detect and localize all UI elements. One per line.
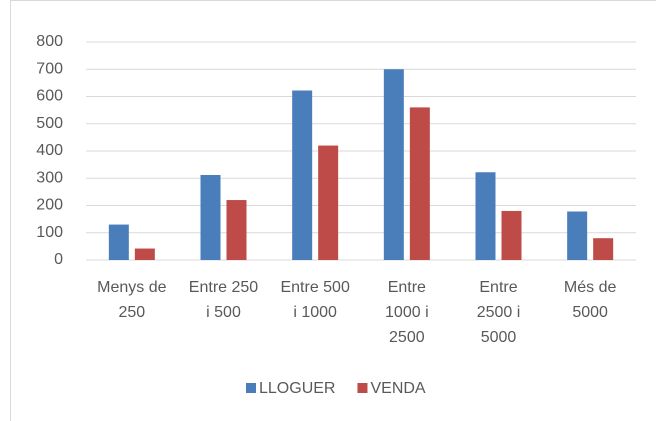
bar — [318, 145, 339, 260]
x-tick-label: Entre 1000 i 2500 — [385, 279, 429, 346]
chart-border — [10, 0, 656, 421]
x-tick-label: Menys de 250 — [97, 279, 166, 321]
y-tick-label: 800 — [36, 33, 63, 50]
bar — [134, 248, 155, 260]
bar — [501, 210, 522, 260]
bar — [593, 238, 614, 260]
y-tick-label: 700 — [36, 60, 63, 77]
x-tick-label: Entre 500 i 1000 — [280, 279, 349, 321]
x-tick-label-line: i 500 — [206, 304, 241, 321]
legend-swatch — [357, 383, 368, 393]
x-tick-label: Entre 250 i 500 — [189, 279, 258, 321]
x-tick-label-line: 5000 — [481, 329, 517, 346]
bar — [383, 69, 404, 260]
bar — [292, 90, 313, 260]
x-tick-label: Més de 5000 — [564, 279, 617, 321]
y-tick-label: 400 — [36, 142, 63, 159]
bar — [475, 172, 496, 260]
x-tick-label-line: 5000 — [572, 304, 608, 321]
y-tick-label: 300 — [36, 169, 63, 186]
y-tick-label: 0 — [54, 251, 63, 268]
x-tick-label-line: 1000 i — [385, 304, 429, 321]
y-tick-label: 600 — [36, 88, 63, 105]
y-tick-label: 500 — [36, 115, 63, 132]
x-tick-label-line: Entre — [479, 279, 517, 296]
bar — [226, 200, 247, 260]
x-tick-label-line: 2500 — [389, 329, 425, 346]
bar — [567, 211, 588, 260]
x-tick-label-line: 2500 i — [477, 304, 521, 321]
bar — [108, 224, 129, 260]
x-tick-label-line: Menys de — [97, 279, 166, 296]
y-tick-label: 200 — [36, 197, 63, 214]
x-tick-label-line: Entre 250 — [189, 279, 258, 296]
x-tick-label-line: Entre — [388, 279, 426, 296]
x-tick-label: Entre 2500 i 5000 — [477, 279, 521, 346]
bar — [409, 107, 430, 261]
x-tick-label-line: i 1000 — [293, 304, 337, 321]
y-tick-label: 100 — [36, 224, 63, 241]
bar — [200, 174, 221, 260]
x-tick-label-line: Entre 500 — [280, 279, 349, 296]
legend-swatch — [246, 383, 256, 393]
legend-label: LLOGUER — [259, 380, 335, 397]
legend-label: VENDA — [370, 380, 425, 397]
x-tick-label-line: 250 — [118, 304, 145, 321]
x-tick-label-line: Més de — [564, 279, 617, 296]
